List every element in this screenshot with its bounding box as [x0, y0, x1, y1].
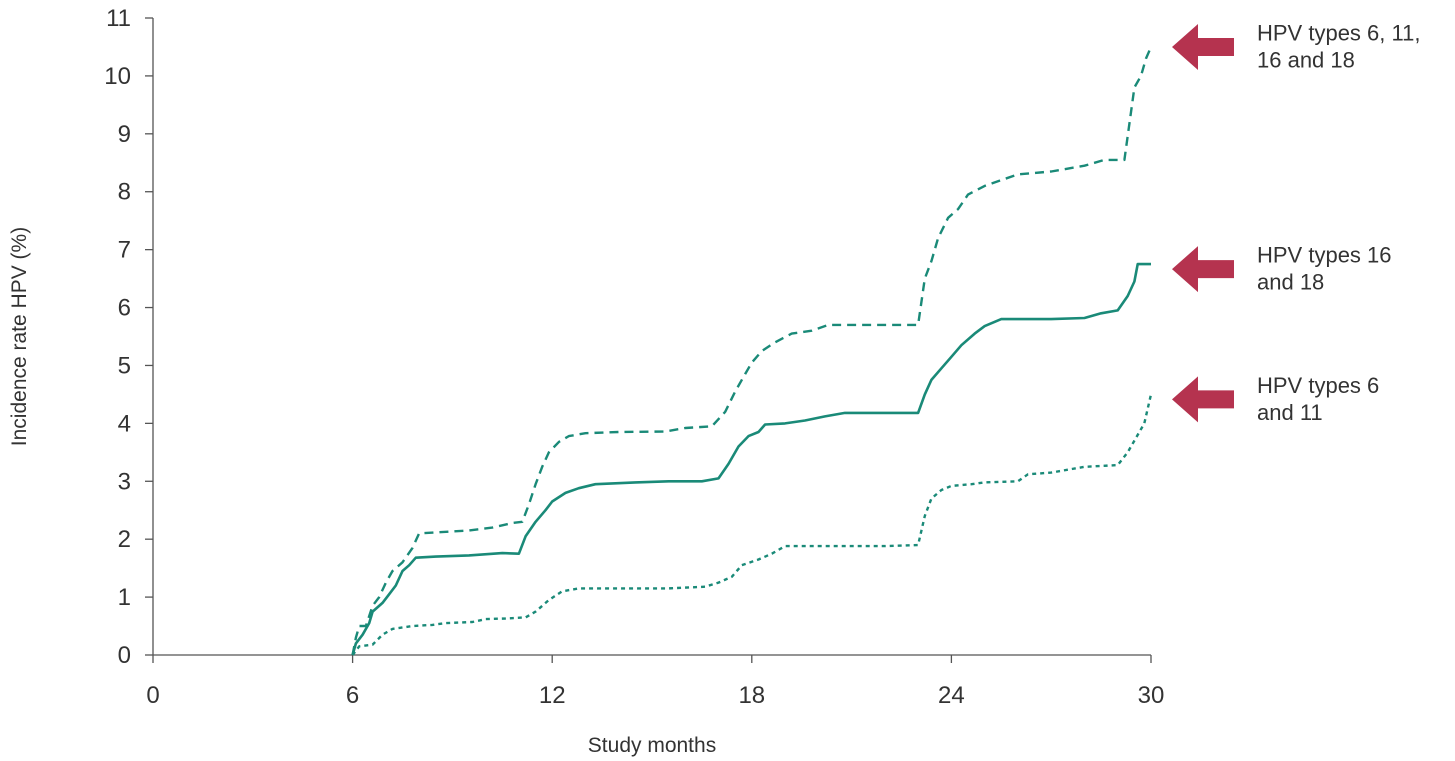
series-label-3-line-2: and 11	[1257, 400, 1323, 425]
y-tick-label: 11	[106, 5, 131, 32]
y-tick-label: 7	[118, 237, 131, 264]
x-tick-label: 24	[938, 682, 965, 709]
series-label-2-line-2: and 18	[1257, 270, 1324, 295]
series-lines	[351, 46, 1153, 656]
x-axis-title: Study months	[588, 734, 716, 757]
series-arrow-3	[1172, 376, 1234, 423]
y-tick-label: 10	[104, 63, 131, 90]
y-tick-label: 8	[118, 179, 131, 206]
series-line-2	[351, 262, 1151, 656]
series-arrow-2	[1172, 246, 1234, 293]
x-tick-label: 0	[146, 682, 159, 709]
y-tick-label: 0	[118, 642, 131, 669]
x-axis-ticks: 0 6 12 18 24 30	[146, 655, 1164, 709]
y-tick-label: 3	[118, 468, 131, 495]
series-label-1-line-2: 16 and 18	[1257, 47, 1355, 72]
series-label-3-line-1: HPV types 6	[1257, 373, 1379, 398]
y-tick-label: 2	[118, 526, 131, 553]
x-tick-label: 18	[738, 682, 765, 709]
y-tick-label: 9	[118, 121, 131, 148]
series-line-1	[351, 46, 1153, 656]
series-line-3	[351, 394, 1153, 656]
y-tick-label: 6	[118, 295, 131, 322]
y-tick-label: 1	[118, 584, 131, 611]
x-tick-label: 30	[1138, 682, 1165, 709]
y-axis-title: Incidence rate HPV (%)	[8, 227, 31, 446]
series-arrow-1	[1172, 23, 1234, 70]
series-label-1-line-1: HPV types 6, 11,	[1257, 20, 1420, 45]
x-tick-label: 12	[539, 682, 566, 709]
axes	[152, 18, 1151, 656]
y-tick-label: 5	[118, 352, 131, 379]
y-tick-label: 4	[118, 410, 131, 437]
y-axis-ticks: 0 1 2 3 4 5 6 7 8 9 10 11	[104, 5, 153, 669]
x-tick-label: 6	[346, 682, 359, 709]
series-label-2-line-1: HPV types 16	[1257, 243, 1392, 268]
